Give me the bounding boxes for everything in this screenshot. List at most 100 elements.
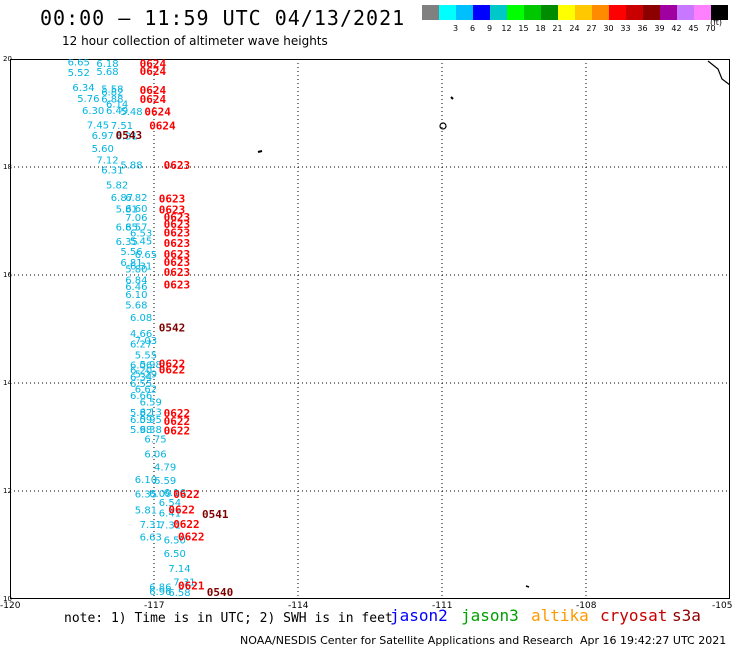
lon-tick-label: -111: [432, 601, 453, 611]
lon-tick-label: -117: [144, 601, 165, 611]
scale-unit-label: (ft): [710, 18, 723, 27]
swh-value-label: 6.87: [111, 193, 133, 204]
lat-tick-label: 14: [3, 379, 12, 387]
swh-value-label: 6.20: [130, 366, 152, 377]
scale-tick-label: 18: [535, 24, 546, 33]
satellite-legend-altika: altika: [531, 606, 589, 625]
swh-value-label: 5.80: [125, 265, 147, 276]
swh-value-label: 5.81: [135, 505, 157, 516]
scale-swatch: [524, 5, 541, 20]
swh-value-label: 6.82: [125, 193, 147, 204]
swh-value-label: 6.35: [116, 237, 138, 248]
swh-value-label: 6.88: [101, 94, 123, 105]
scale-tick-label: 70: [705, 24, 716, 33]
lon-tick-label: -120: [0, 601, 21, 611]
swh-value-label: 6.13: [140, 408, 162, 419]
swh-value-label: 5.45: [130, 236, 152, 247]
page-subtitle: 12 hour collection of altimeter wave hei…: [62, 34, 328, 48]
swh-value-label: 6.46: [125, 282, 147, 293]
lat-tick-label: 10: [3, 595, 12, 603]
swh-value-label: 6.31: [101, 166, 123, 177]
swh-value-label: 7.03: [135, 336, 157, 347]
swh-value-label: 6.97: [92, 131, 114, 142]
scale-tick-label: 36: [637, 24, 648, 33]
pass-time-label: 0622: [164, 415, 191, 428]
swh-value-label: 5.58: [101, 85, 123, 96]
swh-value-label: 6.35: [135, 490, 157, 501]
swh-value-label: 6.81: [120, 258, 142, 269]
pass-time-label: 0623: [159, 204, 186, 217]
swh-value-label: 5.76: [77, 94, 99, 105]
scale-tick-label: 6: [469, 24, 476, 33]
swh-value-label: 5.48: [120, 107, 142, 118]
lon-tick-label: -108: [576, 601, 597, 611]
swh-value-label: 6.09: [149, 489, 171, 500]
swh-value-label: 5.55: [135, 350, 157, 361]
credit-text: NOAA/NESDIS Center for Satellite Applica…: [240, 634, 574, 647]
swh-value-label: 5.81: [116, 205, 138, 216]
map-frame: [10, 59, 730, 599]
lat-tick-label: 20: [3, 55, 12, 63]
scale-tick-label: 3: [452, 24, 459, 33]
pass-time-label: 0624: [140, 84, 167, 97]
lat-tick-label: 16: [3, 271, 12, 279]
swh-value-label: 6.60: [125, 204, 147, 215]
pass-time-label: 0624: [140, 93, 167, 106]
swh-value-label: 6.62: [135, 384, 157, 395]
scale-swatch: [473, 5, 490, 20]
scale-swatch: [422, 5, 439, 20]
swh-value-label: 7.31: [159, 520, 181, 531]
swh-value-label: 6.50: [164, 536, 186, 547]
lon-tick-label: -105: [712, 601, 733, 611]
pass-time-label: 0622: [164, 407, 191, 420]
scale-swatch: [575, 5, 592, 20]
swh-value-label: 6.63: [140, 532, 162, 543]
swh-value-label: 6.53: [130, 228, 152, 239]
pass-time-label: 0623: [164, 211, 191, 224]
scale-tick-label: 12: [501, 24, 512, 33]
swh-value-label: 6.09: [130, 415, 152, 426]
pass-time-label: 0540: [207, 586, 234, 599]
swh-value-label: 5.52: [68, 68, 90, 79]
island-clipperton: [525, 585, 530, 588]
map-plot: 6.65 6.185.52 5.686.34 5.586.825.76 6.886.14…: [10, 59, 730, 599]
scale-swatch: [694, 5, 711, 20]
scale-tick-label: 45: [688, 24, 699, 33]
pass-time-label: 0622: [159, 364, 186, 377]
swh-value-label: 5.82: [106, 180, 128, 191]
island-socorro: [439, 122, 447, 130]
pass-time-label: 0622: [164, 425, 191, 438]
swh-value-label: 6.50: [164, 549, 186, 560]
swh-value-label: 7.45: [87, 120, 109, 131]
swh-value-label: 6.75: [144, 435, 166, 446]
pass-time-label: 0623: [164, 218, 191, 231]
pass-time-label: 0624: [144, 105, 171, 118]
swh-value-label: 6.16: [164, 488, 186, 499]
scale-swatch: [541, 5, 558, 20]
swh-value-label: 6.06: [130, 361, 152, 372]
swh-value-label: 6.65: [68, 59, 90, 69]
scale-swatch: [456, 5, 473, 20]
island-clarion: [257, 150, 263, 153]
swh-value-label: 7.12: [96, 155, 118, 166]
satellite-legend-cryosat: cryosat: [600, 606, 668, 625]
pass-time-label: 0623: [164, 256, 191, 269]
coastline-baja: [707, 60, 730, 86]
swh-value-label: 5.60: [92, 144, 114, 155]
scale-swatch: [643, 5, 660, 20]
pass-time-label: 0624: [140, 59, 167, 70]
pass-time-label: 0623: [164, 266, 191, 279]
scale-tick-label: 21: [552, 24, 563, 33]
scale-tick-label: 39: [654, 24, 665, 33]
swh-value-label: 6.57: [125, 222, 147, 233]
pass-time-label: 0543: [116, 129, 143, 142]
swh-value-label: 6.30: [82, 106, 104, 117]
swh-value-label: 5.56: [120, 247, 142, 258]
scale-tick-label: 30: [603, 24, 614, 33]
pass-time-label: 0624: [140, 65, 167, 78]
swh-value-label: 5.82: [130, 408, 152, 419]
pass-time-label: 0622: [178, 530, 205, 543]
swh-value-label: 6.38: [140, 425, 162, 436]
pass-time-label: 0622: [173, 518, 200, 531]
swh-value-label: 6.84: [125, 275, 147, 286]
